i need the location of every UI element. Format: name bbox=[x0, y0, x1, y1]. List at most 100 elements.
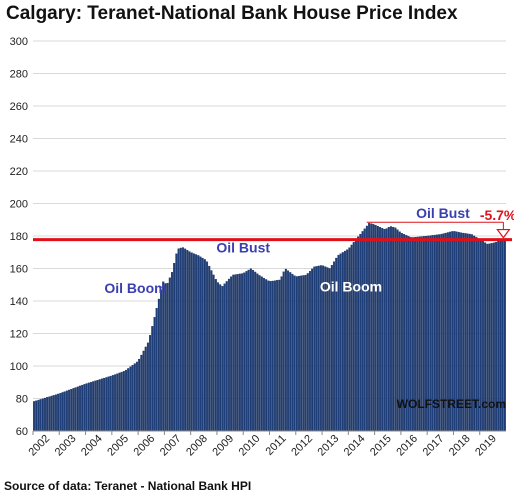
x-tick-label: 2017 bbox=[421, 433, 447, 459]
bar bbox=[190, 252, 193, 432]
bar bbox=[372, 224, 375, 432]
bar bbox=[241, 273, 244, 432]
bar bbox=[50, 395, 53, 432]
bar bbox=[179, 247, 182, 432]
bar bbox=[107, 376, 110, 432]
bar bbox=[287, 270, 290, 432]
annotation-label: Oil Boom bbox=[104, 280, 166, 296]
bar bbox=[131, 365, 134, 432]
bar bbox=[232, 274, 235, 432]
y-tick-label: 140 bbox=[10, 296, 28, 308]
bar bbox=[223, 283, 226, 432]
x-tick-label: 2019 bbox=[473, 433, 499, 459]
bar bbox=[142, 350, 145, 432]
bar bbox=[298, 275, 301, 432]
bar bbox=[151, 326, 154, 432]
bar bbox=[120, 371, 123, 432]
bar bbox=[352, 242, 355, 432]
y-tick-label: 220 bbox=[10, 166, 28, 178]
annotation-label: Oil Boom bbox=[320, 278, 382, 294]
y-tick-label: 260 bbox=[10, 101, 28, 113]
x-tick-label: 2003 bbox=[53, 433, 79, 459]
bar bbox=[65, 390, 68, 432]
source-note: Source of data: Teranet - National Bank … bbox=[4, 479, 252, 493]
bar bbox=[313, 266, 316, 432]
bar bbox=[252, 269, 255, 432]
x-axis: 2002 2003 2004 2005 2006 2007 2008 2009 2010 2011… bbox=[26, 431, 499, 458]
bar bbox=[164, 283, 167, 432]
bar bbox=[289, 272, 292, 432]
bar bbox=[111, 375, 114, 432]
bar bbox=[146, 342, 149, 432]
chart-title: Calgary: Teranet-National Bank House Pri… bbox=[6, 3, 458, 24]
bar bbox=[46, 397, 49, 432]
bar bbox=[273, 280, 276, 432]
bar bbox=[216, 282, 219, 432]
bar bbox=[214, 279, 217, 432]
bar bbox=[199, 256, 202, 432]
bar bbox=[79, 385, 82, 432]
reference-line bbox=[33, 221, 512, 242]
bar bbox=[276, 280, 279, 432]
bar bbox=[300, 275, 303, 432]
bar bbox=[105, 377, 108, 432]
bar bbox=[41, 398, 44, 432]
bar bbox=[392, 226, 395, 432]
bar bbox=[94, 380, 97, 432]
bar bbox=[201, 257, 204, 432]
bar bbox=[96, 380, 99, 432]
x-tick-label: 2016 bbox=[394, 433, 420, 459]
y-tick-label: 100 bbox=[10, 361, 28, 373]
bar bbox=[265, 279, 268, 432]
drop-arrow bbox=[496, 228, 511, 239]
bar bbox=[33, 401, 36, 432]
bar bbox=[361, 231, 364, 432]
bar bbox=[262, 277, 265, 432]
x-tick-label: 2009 bbox=[210, 433, 236, 459]
bar bbox=[52, 395, 55, 432]
x-tick-label: 2014 bbox=[342, 433, 368, 459]
bar bbox=[370, 223, 373, 432]
bar bbox=[280, 276, 283, 432]
x-tick-label: 2007 bbox=[158, 433, 184, 459]
bar bbox=[192, 253, 195, 432]
y-axis: 60 80 100 120 140 160 180 200 220 240 260 280 300 bbox=[10, 36, 28, 438]
bar bbox=[166, 282, 169, 432]
bar bbox=[348, 247, 351, 432]
bar bbox=[284, 268, 287, 432]
bar bbox=[206, 261, 209, 432]
bar bbox=[385, 228, 388, 432]
bar bbox=[387, 227, 390, 432]
bar bbox=[100, 378, 103, 432]
bar bbox=[149, 335, 152, 432]
bar bbox=[234, 274, 237, 432]
bar bbox=[295, 276, 298, 432]
y-tick-label: 80 bbox=[16, 394, 28, 406]
bar bbox=[291, 273, 294, 432]
bar bbox=[238, 273, 241, 432]
bar bbox=[258, 275, 261, 432]
y-tick-label: 200 bbox=[10, 199, 28, 211]
bar bbox=[140, 354, 143, 432]
bar bbox=[61, 392, 64, 432]
y-tick-label: 180 bbox=[10, 231, 28, 243]
bar bbox=[306, 273, 309, 432]
bar bbox=[144, 346, 147, 432]
y-tick-label: 300 bbox=[10, 36, 28, 48]
bar bbox=[186, 250, 189, 432]
bar bbox=[278, 279, 281, 432]
bar bbox=[127, 368, 130, 432]
bar bbox=[83, 384, 86, 432]
bar bbox=[350, 244, 353, 432]
bar bbox=[39, 399, 42, 432]
bar bbox=[116, 373, 119, 432]
bar bbox=[381, 228, 384, 432]
bar bbox=[219, 284, 222, 432]
bar bbox=[54, 394, 57, 432]
bar bbox=[368, 223, 371, 432]
bar bbox=[311, 268, 314, 432]
bar bbox=[35, 400, 38, 432]
bar bbox=[256, 273, 259, 432]
bar bbox=[247, 269, 250, 432]
bar bbox=[114, 374, 117, 432]
